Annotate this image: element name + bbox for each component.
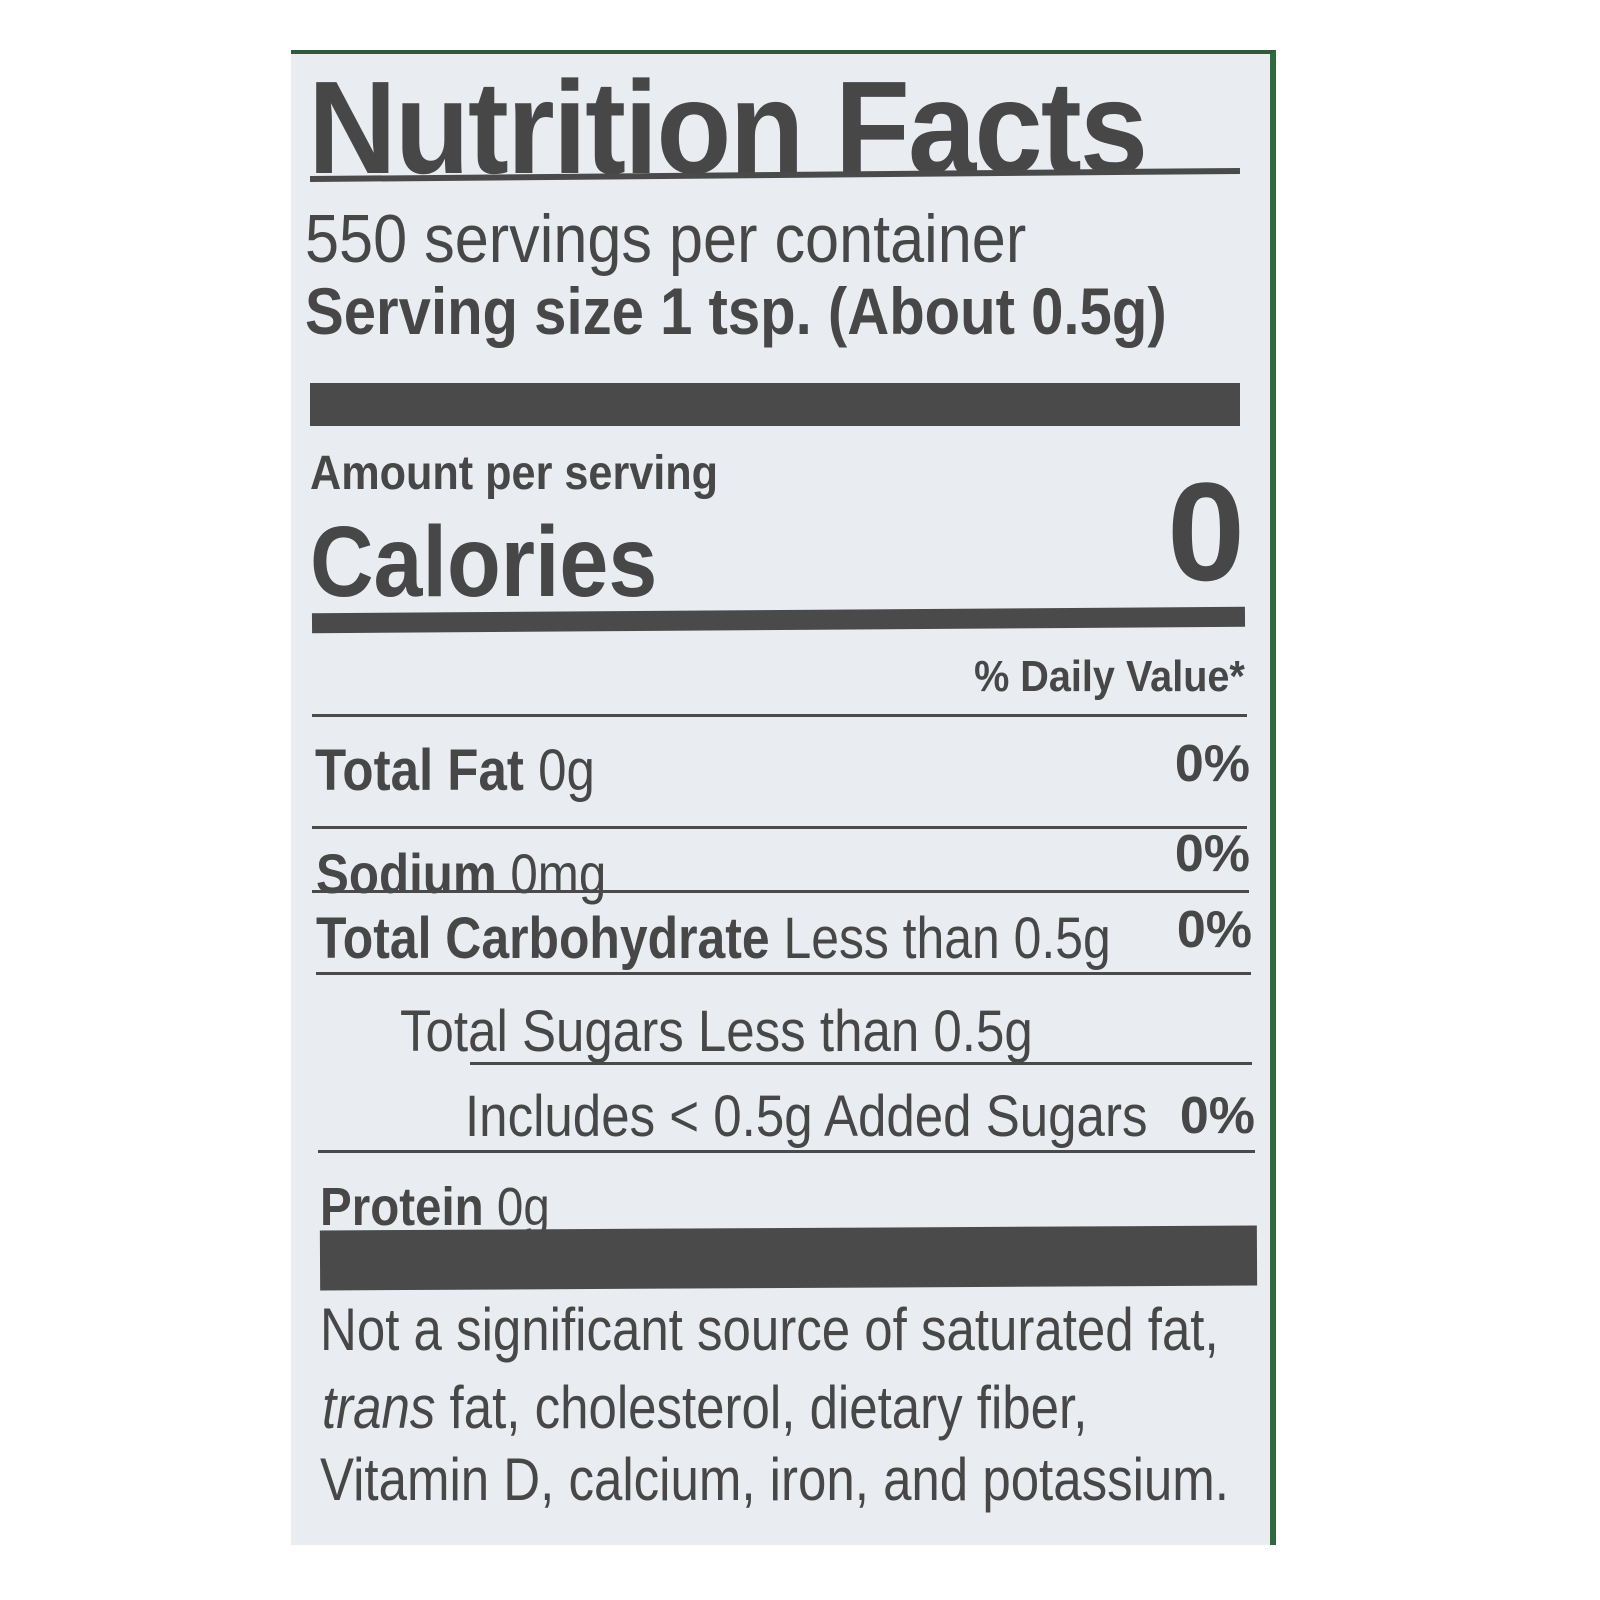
nutrient-total-sugars: Total Sugars Less than 0.5g bbox=[400, 999, 1033, 1064]
thick-rule-bottom bbox=[319, 1225, 1258, 1291]
nutrient-added-sugars: Includes < 0.5g Added Sugars bbox=[465, 1084, 1148, 1149]
nutrient-total-fat: Total Fat 0g bbox=[315, 738, 595, 803]
servings-per-container: 550 servings per container bbox=[305, 201, 1027, 277]
row-divider bbox=[312, 714, 1247, 717]
row-divider bbox=[312, 826, 1247, 829]
footnote-line-3: Vitamin D, calcium, iron, and potassium. bbox=[320, 1446, 1229, 1513]
dv-sodium: 0% bbox=[1174, 825, 1250, 883]
calories-value: 0 bbox=[1167, 453, 1245, 610]
serving-size: Serving size 1 tsp. (About 0.5g) bbox=[305, 278, 1167, 344]
nutrient-sodium: Sodium 0mg bbox=[316, 842, 607, 905]
footnote-line-1: Not a significant source of saturated fa… bbox=[320, 1296, 1219, 1363]
row-divider bbox=[316, 972, 1251, 975]
daily-value-header: % Daily Value* bbox=[974, 652, 1245, 701]
footnote-line-2: trans fat, cholesterol, dietary fiber, bbox=[322, 1374, 1088, 1441]
row-divider bbox=[312, 890, 1249, 893]
nutrient-protein: Protein 0g bbox=[320, 1177, 550, 1237]
amount-per-serving: Amount per serving bbox=[310, 447, 719, 500]
thick-rule bbox=[310, 383, 1240, 426]
calories-label: Calories bbox=[310, 506, 658, 618]
row-divider bbox=[470, 1062, 1252, 1065]
row-divider bbox=[318, 1150, 1255, 1153]
dv-total-carbohydrate: 0% bbox=[1176, 901, 1252, 959]
nutrient-total-carbohydrate: Total Carbohydrate Less than 0.5g bbox=[316, 906, 1111, 971]
dv-added-sugars: 0% bbox=[1179, 1087, 1255, 1145]
dv-total-fat: 0% bbox=[1174, 735, 1250, 793]
serving-size-label: Serving size bbox=[305, 274, 644, 348]
serving-size-value: 1 tsp. (About 0.5g) bbox=[660, 274, 1167, 348]
nutrition-label bbox=[291, 50, 1276, 1545]
